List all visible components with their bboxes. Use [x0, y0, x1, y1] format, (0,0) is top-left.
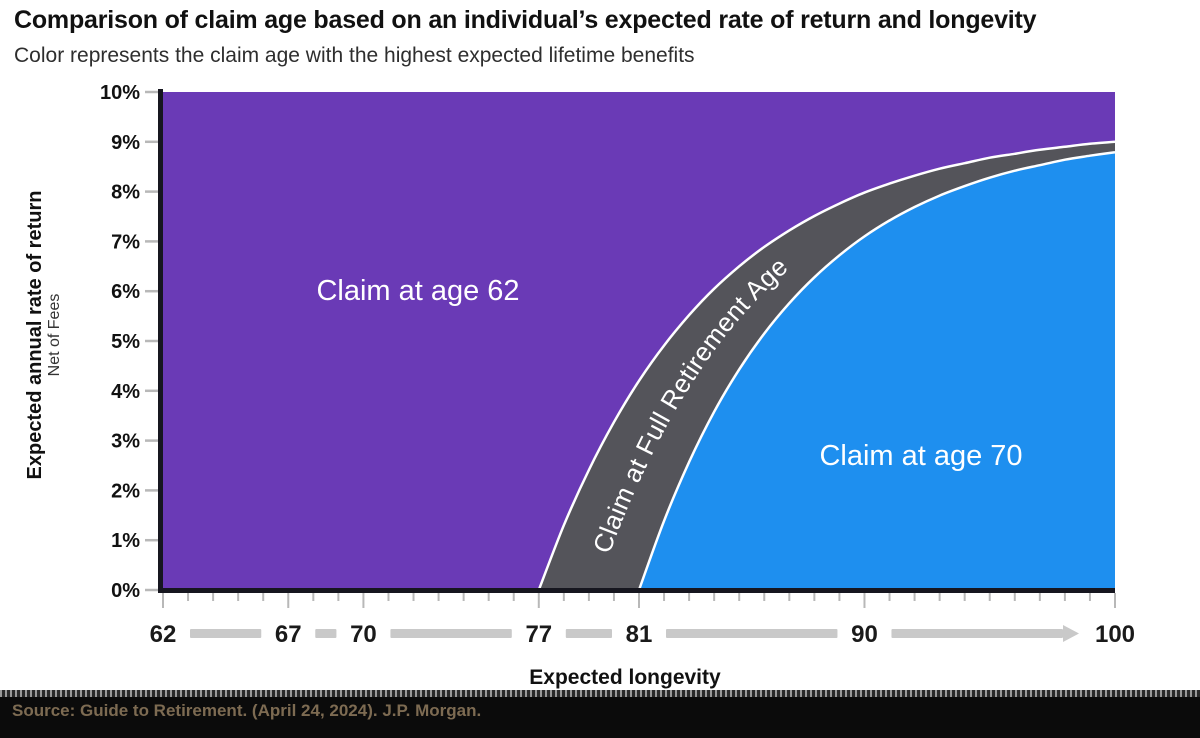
y-tick-label: 0% — [111, 580, 140, 602]
dither-strip — [0, 690, 1200, 697]
region-label-claim-62: Claim at age 62 — [316, 275, 519, 307]
x-axis-title: Expected longevity — [529, 666, 721, 689]
y-tick-label: 6% — [111, 281, 140, 303]
y-tick-label: 3% — [111, 431, 140, 453]
x-tick-label: 90 — [851, 621, 878, 648]
y-tick-label: 5% — [111, 331, 140, 353]
ruler-bar — [565, 629, 612, 638]
x-tick-label: 77 — [525, 621, 552, 648]
ruler-bar — [666, 629, 838, 638]
y-tick-label: 8% — [111, 182, 140, 204]
ruler-bar — [390, 629, 512, 638]
ruler-bar — [315, 629, 337, 638]
x-tick-label: 62 — [150, 621, 177, 648]
ruler-arrowhead — [1063, 625, 1079, 642]
source-text: Source: Guide to Retirement. (April 24, … — [12, 701, 482, 720]
y-tick-label: 7% — [111, 231, 140, 253]
ruler-arrow-bar — [891, 629, 1063, 638]
source-bar: Source: Guide to Retirement. (April 24, … — [0, 690, 1200, 738]
x-tick-label: 70 — [350, 621, 377, 648]
x-tick-label: 67 — [275, 621, 302, 648]
band-edge-right — [637, 151, 1116, 591]
y-tick-label: 10% — [100, 82, 140, 104]
y-tick-label: 4% — [111, 381, 140, 403]
region-label-claim-70: Claim at age 70 — [819, 440, 1022, 472]
y-tick-label: 2% — [111, 480, 140, 502]
ruler-bar — [190, 629, 262, 638]
x-tick-label: 81 — [626, 621, 653, 648]
region-claim-fra-band — [538, 141, 1115, 591]
chart-title: Comparison of claim age based on an indi… — [14, 6, 1037, 34]
y-tick-label: 1% — [111, 530, 140, 552]
y-tick-label: 9% — [111, 132, 140, 154]
chart-subtitle: Color represents the claim age with the … — [14, 44, 695, 67]
x-tick-label: 100 — [1095, 621, 1135, 648]
band-edge-left — [537, 140, 1116, 591]
region-claim-70 — [639, 152, 1115, 591]
